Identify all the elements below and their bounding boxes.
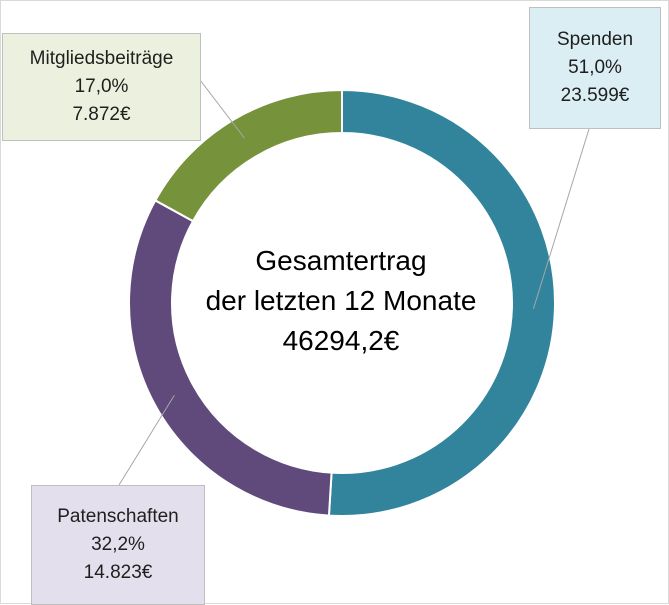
- leader-line-mitgliedsbeitraege: [199, 79, 245, 139]
- label-percent: 17,0%: [74, 76, 129, 97]
- center-text: Gesamtertrag der letzten 12 Monate 46294…: [141, 241, 541, 361]
- label-category: Mitgliedsbeiträge: [29, 48, 174, 69]
- label-value: 23.599€: [560, 85, 630, 106]
- center-total: 46294,2€: [282, 325, 400, 356]
- label-value: 7.872€: [72, 104, 131, 125]
- leader-line-patenschaften: [118, 395, 175, 486]
- center-subtitle: der letzten 12 Monate: [205, 285, 477, 316]
- label-category: Patenschaften: [57, 506, 179, 527]
- leader-line-spenden: [532, 128, 590, 310]
- label-percent: 51,0%: [568, 57, 622, 78]
- data-label-mitgliedsbeitraege: Mitgliedsbeiträge 17,0% 7.872€: [2, 33, 201, 141]
- label-category: Spenden: [556, 29, 634, 50]
- label-value: 14.823€: [83, 562, 153, 583]
- data-label-spenden: Spenden 51,0% 23.599€: [529, 7, 661, 129]
- donut-slice-spenden: [327, 88, 557, 517]
- donut-slice-mitgliedsbeitraege: [153, 88, 343, 223]
- data-label-patenschaften: Patenschaften 32,2% 14.823€: [31, 485, 205, 605]
- center-title: Gesamtertrag: [255, 245, 427, 276]
- label-percent: 32,2%: [91, 534, 145, 555]
